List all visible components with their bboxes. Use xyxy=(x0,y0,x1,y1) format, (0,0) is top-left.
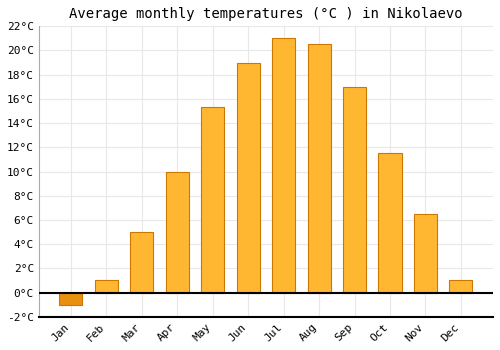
Bar xyxy=(236,63,260,293)
Bar xyxy=(166,172,189,293)
Bar xyxy=(201,107,224,293)
Bar xyxy=(95,280,118,293)
Bar xyxy=(308,44,330,293)
Bar xyxy=(272,38,295,293)
Bar xyxy=(378,153,402,293)
Title: Average monthly temperatures (°C ) in Nikolaevo: Average monthly temperatures (°C ) in Ni… xyxy=(69,7,462,21)
Bar xyxy=(450,280,472,293)
Bar xyxy=(60,293,82,305)
Bar xyxy=(343,87,366,293)
Bar xyxy=(130,232,154,293)
Bar xyxy=(414,214,437,293)
